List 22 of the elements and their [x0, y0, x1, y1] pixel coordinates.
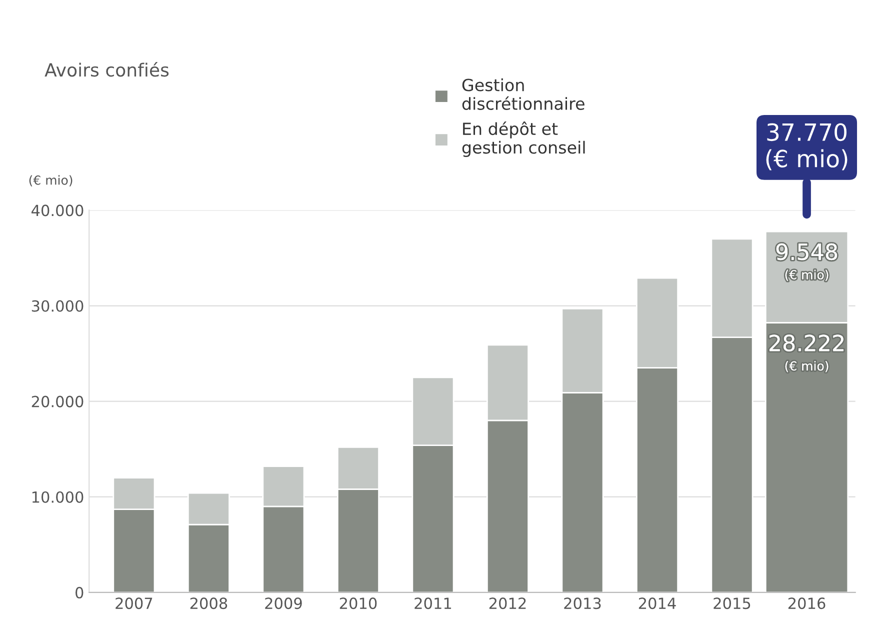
x-tick-label: 2012 [489, 598, 526, 610]
x-tick-label: 2008 [190, 598, 228, 610]
y-axis-title: (€ mio) [29, 175, 72, 186]
y-tick-label: 30.000 [32, 300, 84, 312]
legend-label: Gestion discrétionnaire [462, 78, 584, 110]
data-label: 28.222 (€ mio) [770, 334, 844, 372]
chart-title: Avoirs confiés [44, 62, 169, 77]
y-tick-label: 0 [76, 586, 84, 598]
x-tick-label: 2014 [638, 598, 676, 610]
total-label: 37.770 (€ mio) [766, 123, 848, 170]
x-tick-label: 2016 [788, 598, 826, 610]
x-tick-label: 2011 [414, 598, 452, 610]
x-tick-label: 2007 [116, 598, 152, 610]
x-tick-label: 2013 [564, 598, 601, 610]
x-tick-label: 2010 [340, 598, 377, 610]
x-tick-label: 2015 [714, 598, 750, 610]
y-tick-label: 20.000 [32, 396, 84, 408]
legend-label: En dépôt et gestion conseil [462, 122, 585, 157]
data-label: 9.548 (€ mio) [776, 243, 838, 281]
x-tick-label: 2009 [265, 598, 302, 610]
y-tick-label: 10.000 [32, 491, 84, 503]
y-tick-label: 40.000 [32, 204, 84, 216]
